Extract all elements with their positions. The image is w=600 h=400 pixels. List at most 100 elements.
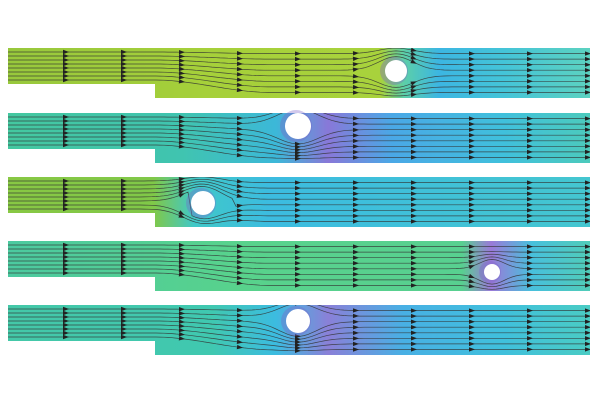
flow-arrow [468,260,475,265]
flow-arrow [236,270,243,275]
flow-arrow [121,250,127,256]
flow-arrow [352,73,359,79]
flow-arrow [527,116,533,121]
flow-arrow [411,266,417,271]
flow-arrow [352,149,359,155]
flow-arrow [121,69,127,75]
flow-arrow [353,283,359,288]
flow-arrow [121,178,127,184]
flow-arrow [121,134,127,140]
flow-arrow [63,266,69,272]
flow-arrow [411,277,417,283]
flow-arrow [469,127,475,132]
flow-arrow [63,202,69,208]
flow-arrow [295,202,301,207]
flow-arrow [527,202,533,207]
flow-arrow [121,314,127,320]
channel-field [8,48,590,98]
flow-arrow [585,208,590,213]
flow-arrow [63,130,69,136]
flow-arrow [411,308,417,313]
channel-field [8,241,590,291]
flow-arrow [236,188,243,194]
flow-arrow [411,208,417,213]
flow-arrow [527,133,533,138]
flow-arrow [411,341,417,347]
flow-arrow [585,249,590,255]
flow-arrow [352,308,359,313]
flow-arrow [178,79,185,84]
streamlines [8,305,590,354]
flow-arrow [353,185,359,191]
flow-arrow [411,330,417,335]
flow-arrow [352,325,359,330]
flow-arrow [121,246,127,252]
flow-arrow [63,206,69,212]
flow-arrow [411,197,417,202]
flow-arrow [411,325,417,330]
flow-arrow [526,283,533,288]
flow-arrow [236,339,243,344]
cylinder [484,264,500,280]
flow-arrow [585,185,590,191]
flow-arrow [469,185,475,191]
flow-arrow [294,334,301,339]
flow-arrow [121,49,127,55]
flow-arrow [411,219,417,224]
flow-arrow [585,121,590,127]
flow-arrow [121,306,127,312]
flow-arrow [63,254,69,260]
flow-arrow [178,144,185,149]
flow-arrow [295,180,301,185]
streamline [8,305,588,311]
flow-arrow [469,330,475,335]
flow-arrow [353,255,359,260]
flow-arrow [353,208,359,213]
flow-arrow [526,249,533,255]
flow-arrow [236,115,243,121]
flow-arrow [585,272,590,277]
flow-arrow [178,242,185,248]
flow-arrow [178,311,185,316]
flow-arrow [585,308,590,313]
flow-arrow [295,255,301,260]
flow-arrow [527,313,533,319]
flow-arrow [527,127,533,132]
flow-arrow [63,198,69,204]
flow-arrow [236,254,243,259]
flow-arrow [410,48,417,52]
flow-arrow [469,133,475,138]
flow-arrow [121,114,127,120]
flow-arrow [178,190,185,195]
flow-arrow [178,54,185,59]
flow-arrow [411,249,417,255]
flow-arrow [178,135,185,141]
flow-arrow [236,179,243,184]
flow-arrow [121,73,127,79]
flow-arrow [527,155,533,160]
flow-arrow [411,202,417,207]
flow-arrow [352,319,359,325]
cylinder [286,309,310,333]
flow-arrow [469,51,475,56]
flow-arrow [410,88,417,94]
flow-arrow [585,79,590,84]
flow-arrow [121,270,127,276]
flow-arrow [585,155,590,160]
flow-arrow [527,208,533,213]
channel-field [8,177,590,227]
flow-arrow [63,77,69,83]
flow-arrow [585,127,590,132]
flow-arrow [469,155,475,160]
flow-arrow [295,249,301,255]
flow-arrow [121,182,127,188]
flow-arrow [178,327,185,333]
flow-arrow [236,131,243,137]
flow-arrow [585,196,590,202]
flow-arrow [63,65,69,71]
flow-arrow [469,197,475,202]
flow-arrow [63,270,69,276]
flow-arrow [178,213,185,218]
flow-arrow [527,138,533,143]
flow-arrow [236,313,243,318]
